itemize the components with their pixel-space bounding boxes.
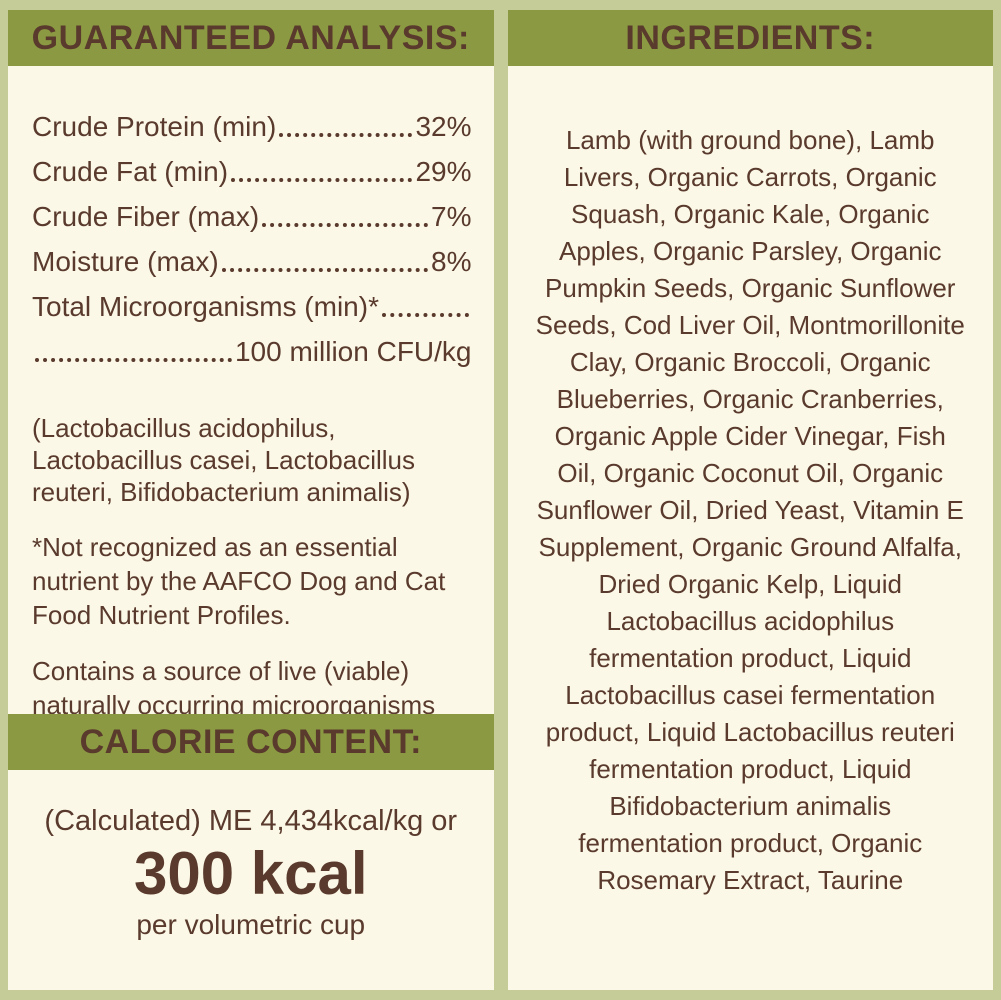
calorie-content-block: (Calculated) ME 4,434kcal/kg or 300 kcal… xyxy=(8,770,494,990)
analysis-label: Crude Fat (min) xyxy=(32,156,229,187)
live-microorganisms-note: Contains a source of live (viable) natur… xyxy=(32,656,436,714)
analysis-row-moisture: Moisture (max) 8% xyxy=(32,239,472,284)
dotted-leader xyxy=(221,268,429,272)
dotted-leader xyxy=(35,358,232,362)
analysis-row-crude-fat: Crude Fat (min) 29% xyxy=(32,149,472,194)
calorie-content-title: CALORIE CONTENT: xyxy=(79,722,422,761)
analysis-row-microorganisms-value: 100 million CFU/kg xyxy=(32,329,472,374)
calorie-kcal-value: 300 kcal xyxy=(133,840,368,907)
right-panel: INGREDIENTS: Lamb (with ground bone), La… xyxy=(507,10,993,990)
dotted-leader xyxy=(381,313,469,317)
ingredients-title: INGREDIENTS: xyxy=(625,18,876,57)
ingredients-header: INGREDIENTS: xyxy=(507,10,993,66)
analysis-value: 7% xyxy=(431,201,472,232)
ingredients-list: Lamb (with ground bone), Lamb Livers, Or… xyxy=(535,125,965,895)
aafco-footnote: *Not recognized as an essential nutrient… xyxy=(32,532,446,630)
analysis-row-microorganisms-label: Total Microorganisms (min)* xyxy=(32,284,472,329)
dotted-leader xyxy=(262,223,429,227)
analysis-value: 29% xyxy=(415,156,472,187)
analysis-label: Moisture (max) xyxy=(32,246,219,277)
analysis-value: 32% xyxy=(415,111,472,142)
analysis-value: 100 million CFU/kg xyxy=(234,336,472,367)
dotted-leader xyxy=(279,133,413,137)
guaranteed-analysis-title: GUARANTEED ANALYSIS: xyxy=(31,18,470,57)
analysis-label: Total Microorganisms (min)* xyxy=(32,291,379,322)
analysis-label: Crude Protein (min) xyxy=(32,111,277,142)
calorie-per-cup-line: per volumetric cup xyxy=(136,909,366,940)
analysis-row-crude-fiber: Crude Fiber (max) 7% xyxy=(32,194,472,239)
calorie-calculated-line: (Calculated) ME 4,434kcal/kg or xyxy=(44,805,458,837)
microorganisms-species-list: (Lactobacillus acidophilus, Lactobacillu… xyxy=(32,413,415,507)
guaranteed-analysis-header: GUARANTEED ANALYSIS: xyxy=(8,10,494,66)
left-panel: GUARANTEED ANALYSIS: Crude Protein (min)… xyxy=(8,10,494,990)
dotted-leader xyxy=(231,178,413,182)
analysis-value: 8% xyxy=(431,246,472,277)
analysis-label: Crude Fiber (max) xyxy=(32,201,260,232)
analysis-row-crude-protein: Crude Protein (min) 32% xyxy=(32,104,472,149)
guaranteed-analysis-content: Crude Protein (min) 32% Crude Fat (min) … xyxy=(8,66,494,714)
calorie-content-header: CALORIE CONTENT: xyxy=(8,714,494,770)
